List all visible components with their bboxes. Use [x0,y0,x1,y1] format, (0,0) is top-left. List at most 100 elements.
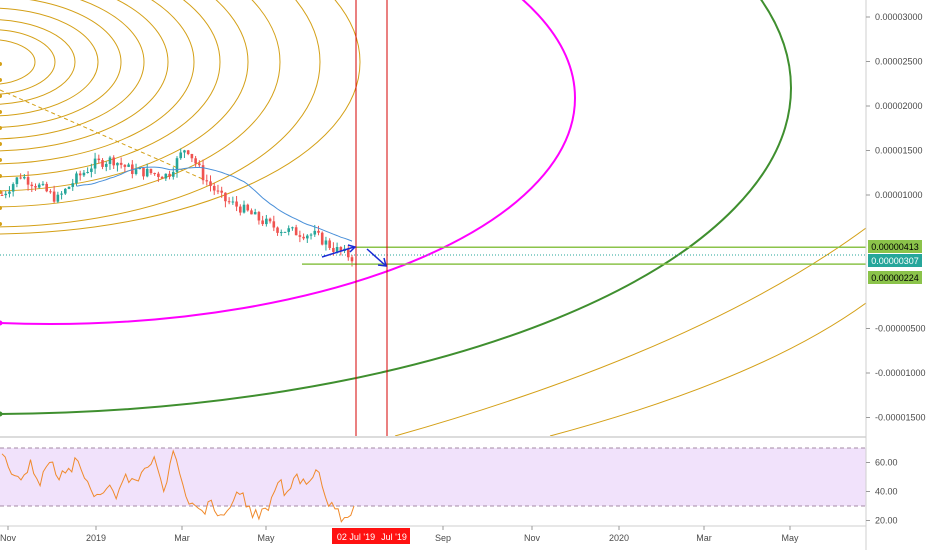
horizontal-levels [302,246,866,265]
candle-body [157,173,160,177]
candle-body [49,191,52,193]
gold-curve-2 [549,302,866,436]
gold-arc-5 [0,0,122,128]
candle-body [306,235,309,239]
date-tag-second-text: Jul '19 [381,532,407,542]
gold-arc-9 [0,0,221,178]
price-axis[interactable]: 0.00003000 0.00002500 0.00002000 0.00001500… [866,12,926,423]
candle-body [67,186,71,189]
candle-body [123,164,127,167]
candle-body [134,169,138,174]
candle-body [131,164,134,174]
y-tick-label: 0.00002500 [875,57,923,67]
price-tag-current-text: 0.00000307 [871,256,919,266]
candle-body [309,234,313,236]
candle-body [250,210,253,215]
x-tick-label: Mar [174,533,190,543]
candle-body [350,257,354,262]
rsi-axis[interactable]: 60.00 40.00 20.00 [866,458,898,526]
date-tag-first-text: 02 Jul '19 [337,532,375,542]
y-tick-label: -0.00001000 [875,368,926,378]
arrow-up-head [347,244,357,253]
rsi-tick-label: 60.00 [875,458,898,468]
chart-drawings [0,0,866,436]
rsi-tick-label: 20.00 [875,516,898,526]
candle-body [101,160,104,167]
candle-body [26,177,30,185]
arc-anchor-dot [0,110,2,114]
y-tick-label: 0.00001500 [875,146,923,156]
candle-body [328,240,331,248]
arrow-annotations [321,244,387,267]
gold-arc-7 [0,0,169,152]
candle-body [201,165,205,181]
candle-body [335,247,339,252]
candle-body [279,232,283,234]
magenta-arc [0,0,576,325]
gold-arc-12 [0,0,321,228]
arc-anchor-dot [0,206,2,210]
arc-anchor-dot [0,174,2,178]
candle-body [0,195,4,196]
candle-body [227,201,231,203]
x-tick-label: May [781,533,799,543]
x-tick-label: Mar [696,533,712,543]
candle-body [164,173,168,179]
arc-anchor-dot [0,190,2,194]
candle-body [220,190,223,193]
price-tag-upper: 0.00000413 [868,240,922,253]
candle-body [153,173,156,175]
candle-body [183,150,186,153]
candle-body [112,157,116,166]
candle-body [209,181,212,186]
candle-body [4,193,8,196]
candle-body [52,191,56,202]
candle-body [56,194,60,202]
candle-body [71,183,75,187]
candle-body [145,168,149,177]
gold-arc-2 [0,29,56,95]
time-axis[interactable]: Nov 2019 Mar May Sep Nov 2020 Mar May [0,526,799,543]
candle-body [283,231,287,233]
candle-body [317,230,320,233]
candle-body [257,212,261,221]
gold-curve-1 [394,227,866,436]
candle-body [287,228,291,232]
candle-body [15,177,19,185]
moving-average-line [76,166,353,242]
candle-body [37,184,41,188]
rsi-tick-label: 40.00 [875,487,898,497]
candle-body [261,220,264,225]
green-anchor-dot [0,411,3,417]
candle-body [265,218,268,225]
rsi-band [0,448,866,506]
candle-body [272,221,276,228]
price-tag-lower: 0.00000224 [868,271,922,284]
candle-body [90,168,93,172]
candle-body [127,164,130,167]
candle-body [104,163,108,167]
arrow-down [366,248,386,266]
gold-arc-1 [0,39,36,85]
magenta-anchor-dot [0,320,3,326]
candle-body [276,227,279,233]
gold-arc-8 [0,0,195,165]
candle-body [238,206,242,213]
gold-arc-outer [0,0,361,235]
candle-body [346,248,350,258]
candle-body [45,183,48,192]
arc-anchor-dot [0,142,2,146]
candle-body [160,176,164,179]
candle-body [246,204,250,211]
candle-body [179,152,183,159]
arc-anchor-dot [0,222,2,226]
x-tick-label: 2020 [609,533,629,543]
candle-body [216,190,220,192]
candle-body [75,173,78,184]
candle-body [30,184,34,187]
candle-body [186,150,190,155]
date-tag-second: Jul '19 [378,528,410,544]
candle-body [294,227,298,236]
candle-body [224,192,227,202]
